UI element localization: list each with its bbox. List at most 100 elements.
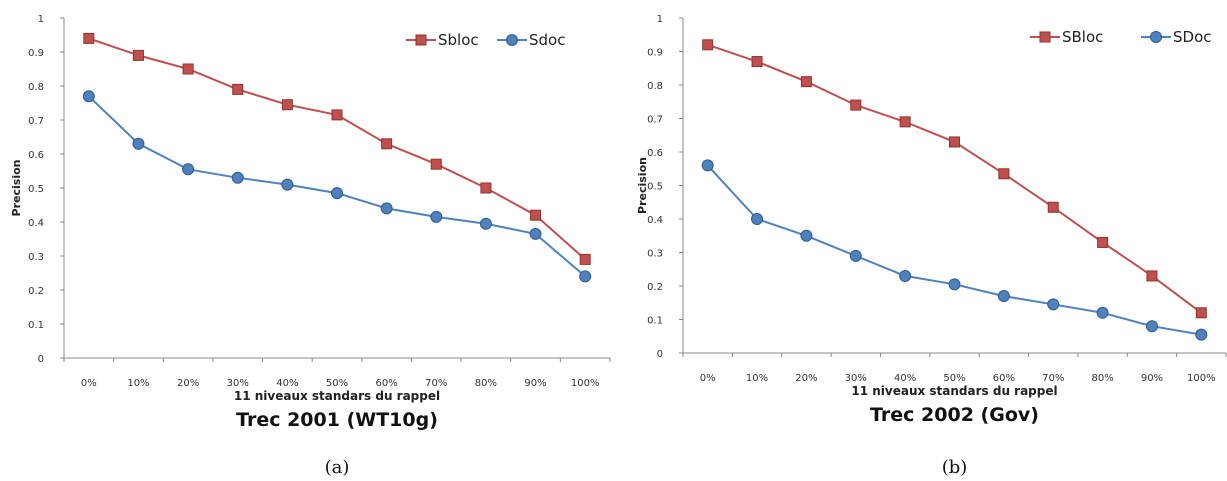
figure-caption: (a) [325, 457, 350, 478]
legend-label-sbloc: SBloc [1062, 28, 1103, 46]
x-tick-label: 40% [276, 378, 298, 389]
chart-panel-a: 00.10.20.30.40.50.60.70.80.910% 10% 20% 30%… [10, 14, 611, 478]
x-tick-label: 100% [571, 378, 600, 389]
y-tick-label: 0.9 [28, 48, 44, 59]
data-point-sdoc [331, 187, 343, 200]
data-point-sbloc [899, 116, 911, 128]
y-tick-label: 0.5 [647, 182, 663, 193]
data-point-sbloc [232, 83, 244, 95]
data-point-sdoc [231, 171, 244, 184]
data-point-sbloc [480, 182, 492, 194]
data-point-sdoc [751, 213, 764, 225]
series-line-sdoc [706, 164, 1202, 336]
data-point-sbloc [998, 168, 1010, 180]
y-tick-label: 0.2 [28, 286, 44, 297]
y-axis-label: Precision [636, 157, 649, 214]
y-tick-label: 0.2 [647, 282, 663, 293]
y-tick-label: 0.9 [647, 48, 663, 59]
data-point-sbloc [132, 49, 144, 61]
data-point-sbloc [1146, 270, 1158, 282]
data-point-sbloc [1047, 201, 1059, 213]
x-tick-label: 50% [326, 378, 348, 389]
data-point-sdoc [479, 217, 492, 230]
data-point-sdoc [948, 278, 961, 291]
data-point-sdoc [380, 202, 393, 215]
series-line-sbloc [707, 43, 1202, 314]
data-point-sdoc [1145, 320, 1158, 333]
data-point-sdoc [529, 227, 542, 240]
y-tick-label: 0 [657, 349, 663, 360]
data-point-sdoc [800, 229, 813, 242]
y-tick-label: 0.1 [28, 320, 44, 331]
data-point-sbloc [579, 253, 591, 265]
y-axis-label: Precision [10, 160, 23, 217]
x-tick-label: 30% [227, 378, 249, 389]
data-point-sdoc [1047, 298, 1060, 311]
x-tick-label: 70% [1042, 373, 1064, 384]
x-tick-label: 60% [376, 378, 398, 389]
data-point-sdoc [281, 178, 294, 191]
data-point-sbloc [800, 76, 812, 88]
data-point-sbloc [1097, 236, 1109, 248]
data-point-sbloc [381, 138, 393, 150]
data-point-sbloc [331, 109, 343, 121]
y-tick-label: 0.1 [647, 316, 663, 327]
data-point-sbloc [182, 63, 194, 75]
legend-label-sdoc: Sdoc [529, 31, 565, 49]
y-tick-label: 0.8 [28, 82, 44, 93]
y-tick-label: 0.4 [28, 218, 44, 229]
legend-label-sdoc: SDoc [1173, 28, 1212, 46]
legend-marker-sdoc [1150, 31, 1162, 43]
data-point-sdoc [132, 137, 145, 150]
data-point-sdoc [997, 290, 1010, 303]
y-tick-label: 0.7 [28, 116, 44, 127]
y-tick-label: 1 [38, 14, 44, 25]
data-point-sdoc [701, 159, 714, 172]
x-axis-label: 11 niveaux standars du rappel [851, 384, 1057, 398]
data-point-sbloc [702, 39, 714, 51]
data-point-sdoc [1195, 328, 1208, 341]
data-point-sdoc [1096, 306, 1109, 319]
legend-marker-sbloc [415, 34, 427, 46]
x-axis-label: 11 niveaux standars du rappel [234, 389, 440, 403]
x-tick-label: 70% [425, 378, 447, 389]
x-tick-label: 10% [746, 373, 768, 384]
data-point-sdoc [182, 163, 195, 176]
data-point-sbloc [850, 99, 862, 111]
data-point-sbloc [281, 99, 293, 111]
y-tick-label: 0.5 [28, 184, 44, 195]
data-point-sbloc [949, 136, 960, 148]
x-tick-label: 20% [795, 373, 817, 384]
data-point-sdoc [82, 90, 95, 103]
x-tick-label: 40% [894, 373, 916, 384]
data-point-sdoc [849, 249, 862, 262]
x-tick-label: 30% [845, 373, 867, 384]
data-point-sdoc [899, 269, 912, 282]
y-tick-label: 0.3 [647, 249, 663, 260]
x-tick-label: 20% [177, 378, 199, 389]
x-tick-label: 10% [127, 378, 149, 389]
legend-label-sbloc: Sbloc [438, 31, 479, 49]
x-tick-label: 60% [993, 373, 1015, 384]
x-tick-label: 0% [81, 378, 97, 389]
data-point-sbloc [83, 32, 95, 44]
series-line-sdoc [88, 95, 586, 278]
legend-marker-sdoc [506, 34, 518, 46]
y-tick-label: 0.6 [28, 150, 44, 161]
y-tick-label: 0.8 [647, 81, 663, 92]
figure-caption: (b) [942, 457, 968, 478]
x-tick-label: 50% [943, 373, 965, 384]
y-tick-label: 0.6 [647, 148, 663, 159]
chart-title: Trec 2001 (WT10g) [236, 409, 438, 431]
y-tick-label: 0.4 [647, 215, 663, 226]
chart-panel-b: 00.10.20.30.40.50.60.70.80.910% 10% 20% 30%… [636, 14, 1227, 478]
y-tick-label: 0.7 [647, 115, 663, 126]
x-tick-label: 80% [1091, 373, 1113, 384]
chart-title: Trec 2002 (Gov) [870, 404, 1039, 426]
y-tick-label: 1 [657, 14, 663, 25]
x-tick-label: 90% [524, 378, 546, 389]
data-point-sbloc [1195, 307, 1207, 319]
x-tick-label: 90% [1141, 373, 1163, 384]
x-tick-label: 0% [700, 373, 716, 384]
